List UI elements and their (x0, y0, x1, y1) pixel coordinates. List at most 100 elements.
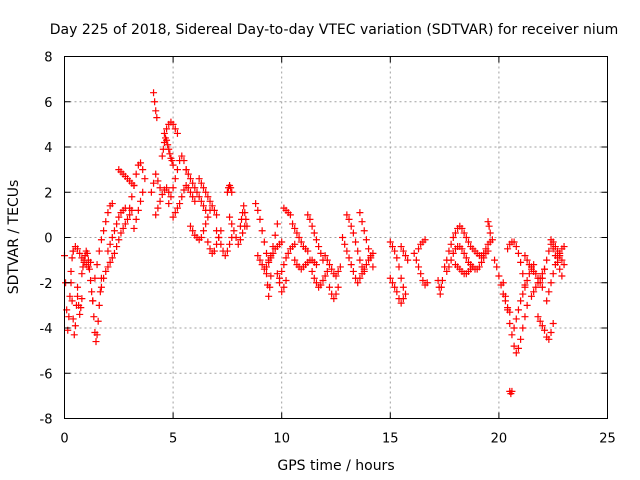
data-point (90, 313, 98, 321)
data-point (121, 220, 129, 228)
data-point (165, 145, 173, 153)
data-point (110, 249, 118, 257)
data-point (484, 247, 492, 255)
data-point (543, 256, 551, 264)
data-point (399, 247, 407, 255)
data-point (171, 175, 179, 183)
data-point (256, 256, 264, 264)
data-point (541, 326, 549, 334)
data-point (123, 215, 131, 223)
data-point (315, 243, 323, 251)
data-point (549, 270, 557, 278)
data-point (510, 238, 518, 246)
data-point (256, 215, 264, 223)
data-point (213, 227, 221, 235)
data-point (365, 256, 373, 264)
data-point (343, 211, 351, 219)
data-point (397, 274, 405, 282)
y-tick-labels: -8 -6 -4 -2 0 2 4 6 8 (40, 51, 53, 428)
data-point (560, 261, 568, 269)
data-point (189, 227, 197, 235)
data-point (267, 254, 275, 262)
x-tick-label: 20 (491, 432, 508, 447)
data-point (158, 152, 166, 160)
data-point (349, 267, 357, 275)
data-point (310, 274, 318, 282)
data-point (545, 247, 553, 255)
data-point (349, 229, 357, 237)
data-point (397, 299, 405, 307)
data-point (266, 283, 274, 291)
data-point (330, 295, 338, 303)
data-point (168, 157, 176, 165)
data-point (221, 252, 229, 260)
data-point (108, 234, 116, 241)
data-point (321, 252, 329, 260)
data-point (173, 204, 181, 212)
data-point (345, 254, 353, 262)
data-point (137, 159, 145, 167)
data-point (91, 274, 99, 282)
data-point (97, 236, 105, 244)
data-point (484, 218, 492, 226)
data-point (154, 204, 162, 212)
data-point (204, 238, 212, 246)
data-point (113, 243, 121, 251)
data-point (417, 270, 425, 278)
data-point (282, 254, 290, 262)
data-point (113, 220, 121, 228)
data-point (150, 179, 158, 187)
data-point (193, 188, 201, 196)
y-tick-label: -2 (40, 277, 53, 292)
data-point (295, 234, 303, 241)
data-point (458, 224, 466, 232)
data-point (89, 297, 97, 305)
data-point (286, 211, 294, 219)
data-point (232, 234, 240, 241)
data-point (97, 283, 105, 291)
data-point (317, 281, 325, 289)
data-point (530, 288, 538, 296)
data-point (100, 227, 108, 235)
data-point (519, 270, 527, 278)
y-tick-label: -4 (40, 322, 53, 337)
data-point (180, 186, 188, 194)
data-point (499, 279, 507, 287)
data-point (436, 290, 444, 298)
data-point (504, 306, 512, 314)
data-point (78, 295, 86, 303)
data-point (534, 279, 542, 287)
data-point (173, 129, 181, 137)
data-point (164, 141, 172, 149)
data-point (152, 170, 160, 178)
data-point (96, 288, 104, 296)
data-point (547, 279, 555, 287)
data-point (291, 240, 299, 248)
data-point (171, 209, 179, 217)
data-point (345, 215, 353, 223)
data-point (195, 175, 203, 183)
data-point (206, 197, 214, 205)
data-point (358, 270, 366, 278)
data-point (228, 188, 236, 196)
data-point (462, 254, 470, 262)
data-point (169, 213, 177, 221)
data-point (178, 152, 186, 160)
data-point (449, 234, 457, 241)
data-point (395, 263, 403, 271)
data-point (160, 129, 168, 137)
data-point (227, 184, 235, 192)
data-point (280, 261, 288, 269)
data-point (319, 276, 327, 284)
data-point (68, 254, 76, 262)
data-point (169, 120, 177, 128)
data-point (438, 276, 446, 284)
data-point (412, 256, 420, 264)
data-point (415, 263, 423, 271)
data-point (415, 245, 423, 253)
y-tick-label: 0 (44, 232, 52, 247)
data-point (447, 240, 455, 248)
data-point (184, 184, 192, 192)
data-point (186, 175, 194, 183)
data-point (276, 279, 284, 287)
